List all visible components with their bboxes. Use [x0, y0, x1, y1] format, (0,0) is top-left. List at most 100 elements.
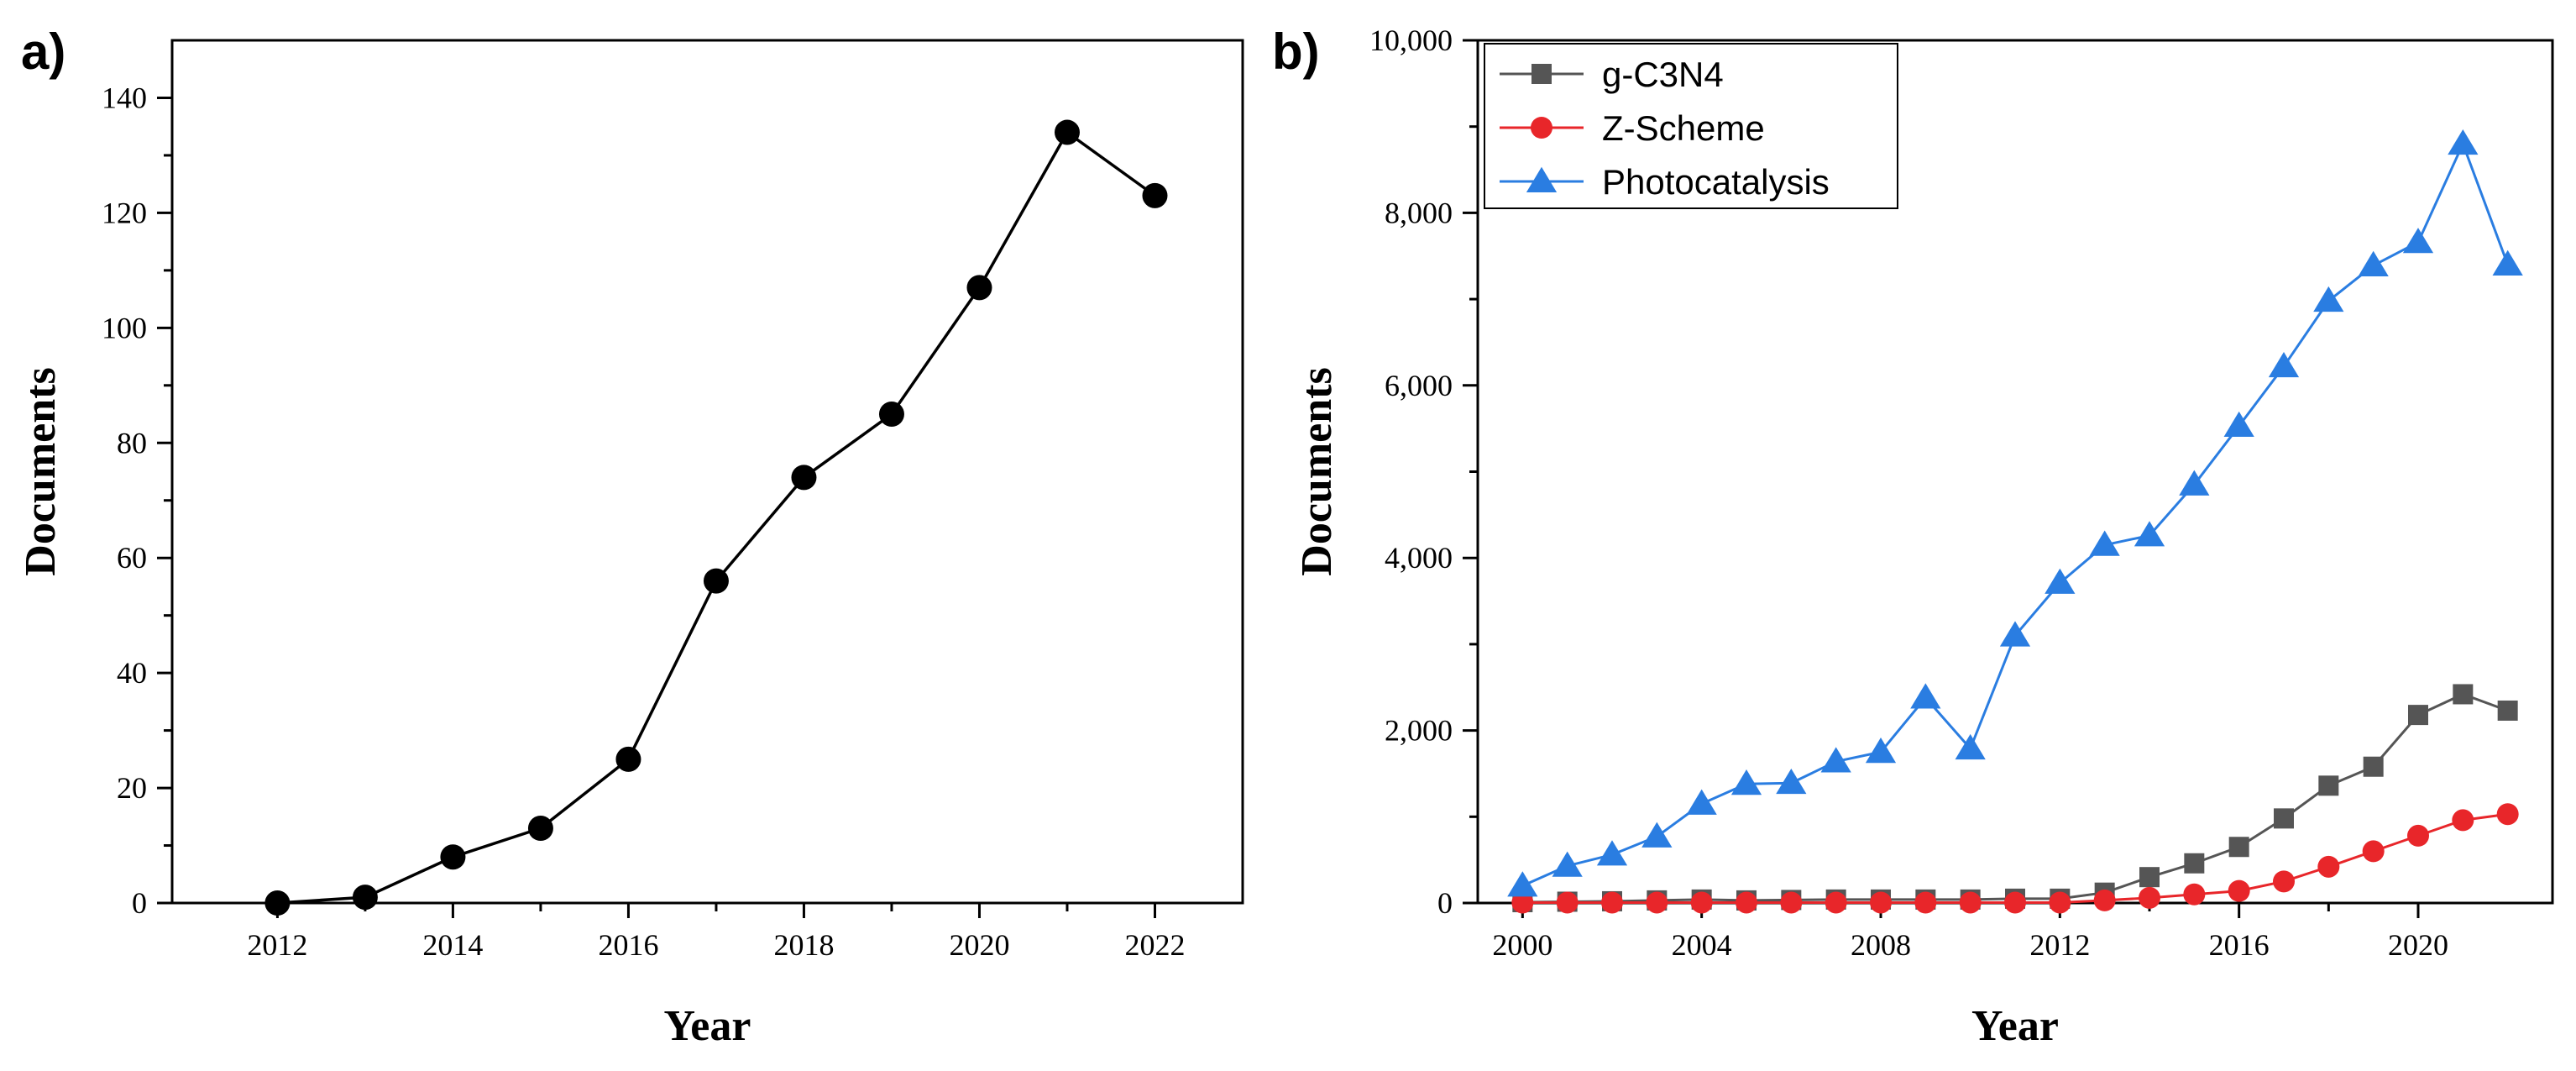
- x-tick-label: 2012: [247, 928, 307, 962]
- series-g-c3n4: [1512, 684, 2518, 912]
- data-point: [1556, 891, 1579, 914]
- data-point: [1914, 891, 1937, 914]
- x-tick-label: 2000: [1492, 928, 1552, 962]
- data-point: [352, 885, 378, 911]
- data-point: [1552, 851, 1583, 877]
- data-point: [2452, 809, 2474, 832]
- legend-marker: [1531, 64, 1552, 84]
- data-point: [1999, 621, 2031, 647]
- x-tick-label: 2016: [598, 928, 658, 962]
- data-point: [1142, 182, 1168, 208]
- y-axis-title: Documents: [17, 367, 65, 575]
- data-point: [615, 746, 641, 772]
- chart-panel-a: a) 2012 2014 2016 2018 2020 2022 0 20 40 60 80 100 12…: [17, 24, 1244, 1050]
- legend-label: Photocatalysis: [1602, 162, 1830, 202]
- data-point: [966, 275, 992, 301]
- data-point: [1596, 840, 1628, 866]
- series-line: [1521, 142, 2510, 887]
- y-axis-title: Documents: [1293, 367, 1341, 575]
- data-point: [2318, 775, 2339, 796]
- data-point: [703, 568, 729, 594]
- data-point: [1511, 891, 1534, 914]
- x-tick-label: 2022: [1124, 928, 1185, 962]
- y-tick-label: 40: [117, 656, 147, 690]
- data-point: [2004, 891, 2026, 914]
- data-point: [2183, 883, 2206, 906]
- data-point: [1910, 683, 1941, 709]
- data-point: [2448, 129, 2479, 155]
- data-point: [2228, 879, 2250, 902]
- legend-label: g-C3N4: [1602, 55, 1724, 94]
- data-point: [2228, 837, 2249, 858]
- data-point: [2317, 855, 2340, 878]
- data-point: [2492, 249, 2523, 276]
- y-tick-label: 0: [1437, 886, 1453, 920]
- data-point: [2093, 889, 2116, 911]
- data-point: [2358, 250, 2389, 276]
- chart-panel-b: b) 2000 2004 2008 2012 2016 2020 0 2,000 4,000 6,0…: [1272, 24, 2554, 1050]
- y-tick-label: 2,000: [1385, 714, 1453, 748]
- data-point: [2089, 530, 2120, 556]
- data-point: [1641, 822, 1673, 848]
- data-point: [2496, 803, 2519, 826]
- series-documents: [264, 119, 1168, 916]
- plot-frame: [170, 39, 1244, 905]
- data-point: [1736, 891, 1757, 914]
- legend-label: Z-Scheme: [1602, 108, 1765, 148]
- data-point: [1870, 891, 1892, 914]
- y-tick-label: 0: [132, 886, 147, 920]
- data-point: [2402, 228, 2434, 254]
- data-point: [264, 890, 291, 916]
- y-tick-label: 80: [117, 426, 147, 459]
- y-tick-label: 20: [117, 771, 147, 805]
- data-point: [791, 465, 817, 491]
- data-point: [1646, 891, 1668, 914]
- y-tick-label: 8,000: [1385, 196, 1453, 229]
- data-point: [2184, 853, 2205, 874]
- y-tick-label: 60: [117, 541, 147, 575]
- data-point: [1730, 769, 1762, 795]
- series-line: [1522, 692, 2509, 904]
- data-point: [2045, 568, 2076, 594]
- data-point: [1820, 747, 1851, 773]
- panel-label: a): [21, 24, 65, 80]
- data-point: [1690, 891, 1713, 914]
- data-point: [1780, 891, 1803, 914]
- series-line: [277, 130, 1156, 905]
- data-point: [2139, 886, 2160, 909]
- data-point: [2453, 684, 2474, 705]
- y-tick-label: 100: [102, 311, 147, 344]
- x-tick-label: 2014: [422, 928, 483, 962]
- data-point: [878, 402, 904, 428]
- data-point: [440, 844, 466, 870]
- y-tick-label: 4,000: [1385, 541, 1453, 575]
- x-tick-label: 2018: [773, 928, 834, 962]
- y-tick-label: 6,000: [1385, 369, 1453, 402]
- data-point: [1959, 891, 1982, 914]
- data-point: [1054, 119, 1080, 145]
- data-point: [2363, 756, 2384, 777]
- data-point: [2273, 870, 2295, 893]
- x-tick-label: 2008: [1851, 928, 1911, 962]
- data-point: [1825, 891, 1847, 914]
- data-point: [1507, 871, 1538, 897]
- data-point: [2497, 700, 2518, 721]
- data-point: [2274, 808, 2294, 829]
- x-axis-title: Year: [1971, 1002, 2059, 1050]
- data-point: [2179, 470, 2210, 496]
- series-z-scheme: [1511, 803, 2519, 914]
- data-point: [2408, 705, 2428, 726]
- x-tick-label: 2004: [1672, 928, 1732, 962]
- legend: g-C3N4 Z-Scheme Photocatalysis: [1484, 43, 1898, 209]
- x-tick-label: 2012: [2029, 928, 2090, 962]
- series-photocatalysis: [1507, 129, 2523, 897]
- y-tick-label: 120: [102, 196, 147, 229]
- x-tick-label: 2016: [2209, 928, 2270, 962]
- data-point: [2268, 351, 2300, 378]
- data-point: [2362, 840, 2385, 863]
- data-point: [527, 815, 553, 841]
- data-point: [1955, 733, 1986, 760]
- x-tick-label: 2020: [949, 928, 1009, 962]
